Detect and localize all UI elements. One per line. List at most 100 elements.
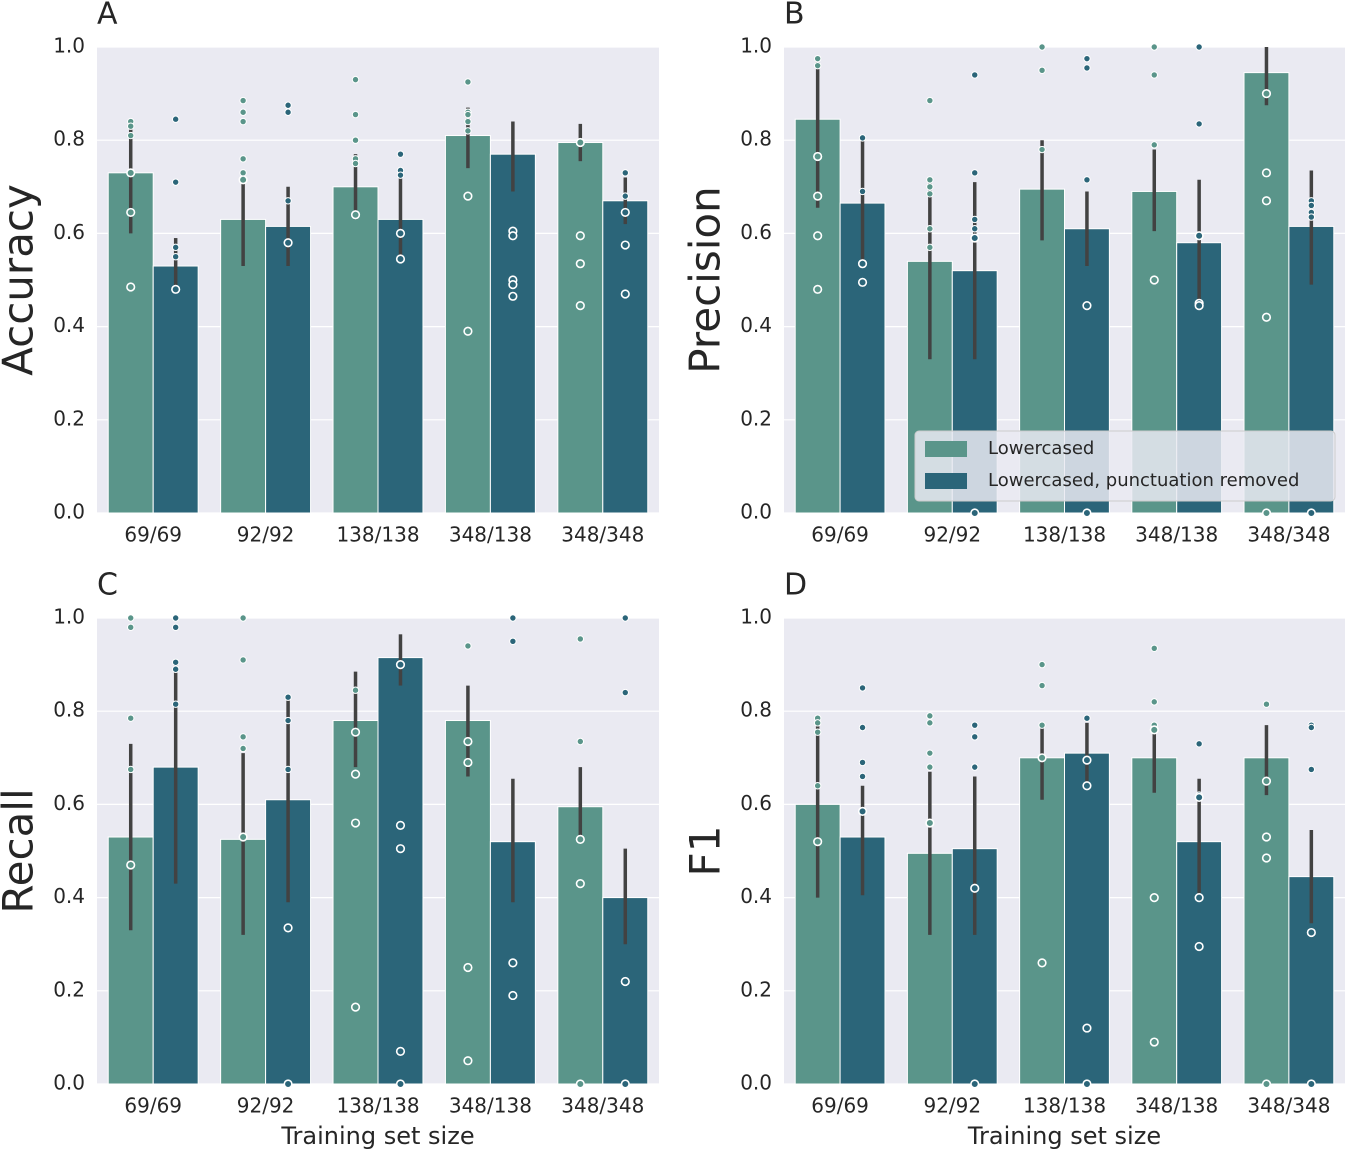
- point: [926, 719, 934, 727]
- y-tick-label: 1.0: [53, 605, 85, 629]
- point-ring: [350, 210, 361, 220]
- point-ring: [813, 191, 823, 201]
- y-axis-label: F1: [681, 826, 730, 877]
- point-ring: [283, 1079, 293, 1089]
- x-tick-label: 92/92: [237, 523, 295, 547]
- point: [396, 150, 405, 158]
- legend-swatch: [925, 441, 967, 457]
- point: [127, 714, 135, 722]
- y-tick-label: 0.8: [53, 127, 85, 151]
- point: [1150, 644, 1158, 652]
- point-ring: [1194, 231, 1204, 241]
- point: [464, 78, 472, 86]
- point: [351, 136, 360, 144]
- point-ring: [1149, 725, 1159, 735]
- point-ring: [350, 769, 361, 779]
- point: [509, 637, 517, 645]
- x-tick-label: 138/138: [1023, 523, 1106, 547]
- point: [1195, 740, 1203, 748]
- point: [239, 108, 247, 116]
- point-ring: [575, 1079, 585, 1089]
- point-ring: [395, 228, 406, 238]
- x-tick-label: 69/69: [124, 1094, 182, 1118]
- point: [464, 110, 472, 119]
- point: [127, 122, 135, 130]
- y-tick-label: 0.2: [53, 406, 85, 430]
- point: [1038, 145, 1046, 154]
- point: [396, 171, 405, 179]
- point: [127, 614, 135, 622]
- legend-swatch: [925, 473, 967, 489]
- bar: [1064, 752, 1110, 1085]
- point: [239, 155, 247, 163]
- y-tick-label: 0.6: [53, 791, 85, 815]
- point: [926, 749, 934, 757]
- point: [926, 243, 934, 252]
- point-ring: [620, 976, 630, 987]
- point: [813, 719, 822, 727]
- point: [621, 688, 629, 697]
- point: [284, 693, 292, 701]
- y-tick-label: 0.6: [740, 791, 772, 815]
- point-ring: [508, 291, 518, 301]
- panel-label: A: [97, 0, 118, 32]
- y-tick-label: 0.2: [740, 406, 772, 430]
- legend-label: Lowercased, punctuation removed: [988, 470, 1299, 491]
- point-ring: [1082, 1079, 1092, 1089]
- y-tick-label: 0.8: [740, 698, 772, 722]
- point: [284, 108, 292, 116]
- y-tick-label: 0.4: [740, 313, 772, 337]
- legend-box: [914, 430, 1336, 502]
- point: [926, 183, 934, 191]
- x-axis-label: Training set size: [280, 1122, 474, 1150]
- point: [621, 614, 629, 622]
- point-ring: [463, 1056, 473, 1066]
- x-tick-label: 138/138: [1023, 1094, 1106, 1118]
- point-ring: [813, 837, 823, 847]
- point: [858, 134, 867, 142]
- point: [926, 96, 934, 105]
- point: [239, 96, 247, 105]
- point-ring: [857, 806, 868, 816]
- point: [171, 115, 180, 123]
- point: [1150, 43, 1158, 51]
- point-ring: [970, 508, 980, 518]
- point-ring: [1306, 508, 1316, 518]
- point-ring: [1261, 88, 1272, 99]
- y-tick-label: 0.0: [53, 1071, 85, 1095]
- x-tick-label: 348/348: [561, 523, 644, 547]
- bar: [265, 225, 312, 514]
- point-ring: [463, 326, 473, 336]
- point: [971, 763, 979, 771]
- point-ring: [813, 231, 823, 241]
- point: [171, 614, 180, 622]
- point-ring: [620, 1079, 630, 1089]
- point: [858, 187, 867, 196]
- point-ring: [395, 1046, 406, 1056]
- point: [464, 642, 472, 650]
- point-ring: [1149, 275, 1159, 285]
- x-tick-label: 92/92: [237, 1094, 295, 1118]
- y-tick-label: 0.4: [53, 884, 85, 908]
- point-ring: [575, 259, 585, 269]
- point-ring: [508, 231, 518, 241]
- point-ring: [126, 168, 136, 178]
- point-ring: [508, 958, 518, 968]
- point-ring: [1261, 832, 1272, 842]
- x-tick-label: 69/69: [811, 523, 869, 547]
- y-tick-label: 0.0: [740, 500, 772, 524]
- point-ring: [813, 284, 823, 294]
- point-ring: [620, 240, 630, 250]
- point-ring: [126, 207, 136, 218]
- point-ring: [575, 879, 585, 889]
- point-ring: [1261, 312, 1272, 322]
- point: [351, 159, 360, 168]
- point: [239, 169, 247, 177]
- point: [858, 758, 867, 767]
- point: [1083, 714, 1091, 722]
- x-tick-label: 348/348: [561, 1094, 644, 1118]
- y-tick-label: 0.0: [53, 500, 85, 524]
- y-axis-label: Recall: [0, 788, 43, 913]
- x-axis-label: Training set size: [967, 1122, 1161, 1150]
